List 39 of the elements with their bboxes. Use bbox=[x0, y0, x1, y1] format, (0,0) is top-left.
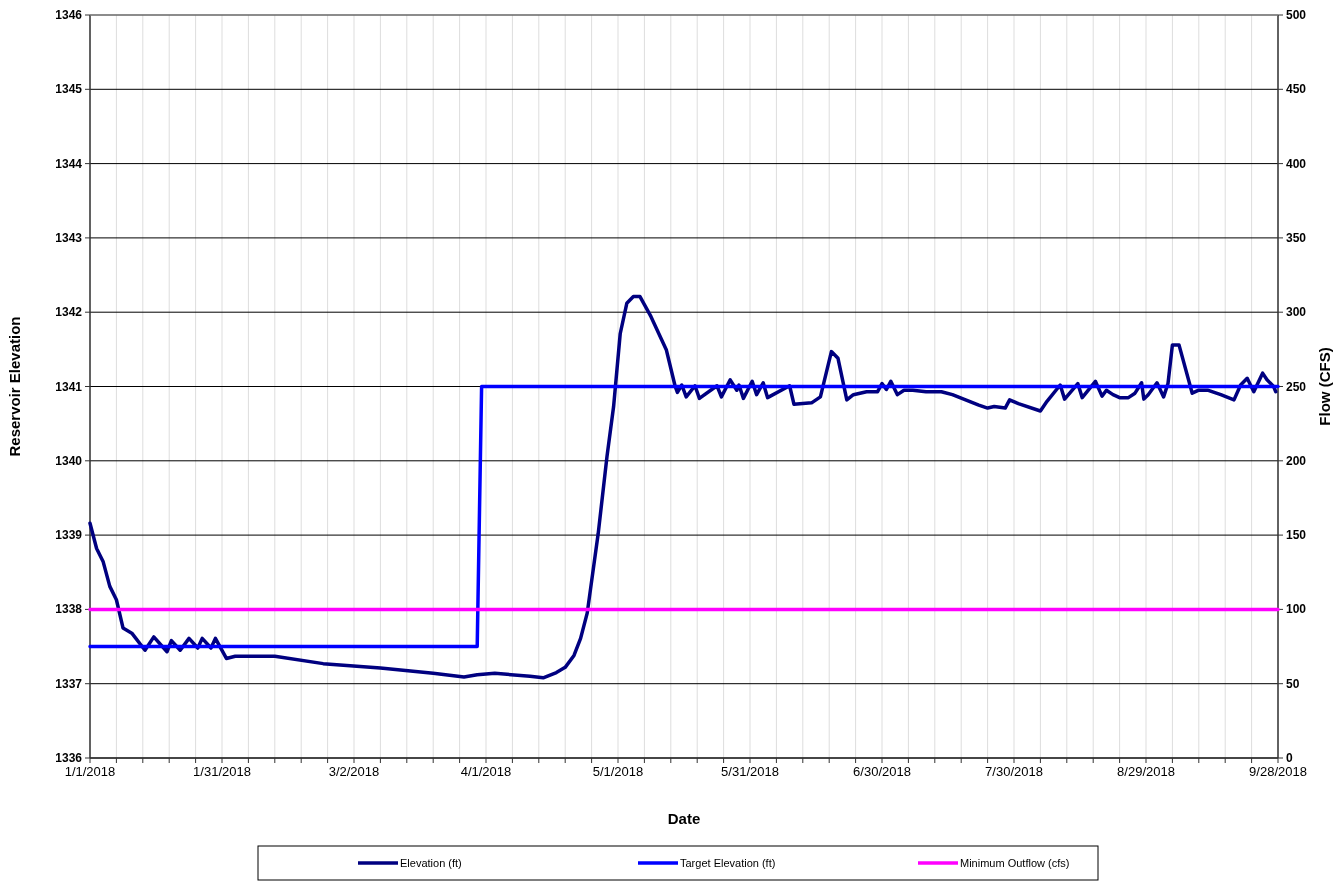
y-tick-label: 1337 bbox=[55, 676, 83, 691]
line-series bbox=[88, 294, 1278, 680]
y-tick-label: 1340 bbox=[55, 453, 83, 468]
legend-label: Target Elevation (ft) bbox=[680, 857, 776, 869]
y-tick-label: 1336 bbox=[55, 751, 83, 765]
y2-tick-label: 0 bbox=[1286, 751, 1293, 765]
x-tick-label: 7/30/2018 bbox=[985, 764, 1043, 779]
y-tick-label: 1341 bbox=[55, 379, 83, 394]
x-tick-label: 1/31/2018 bbox=[193, 764, 251, 779]
y-tick-label: 1339 bbox=[55, 528, 83, 543]
x-tick-label: 9/28/2018 bbox=[1249, 764, 1307, 779]
y2-tick-label: 300 bbox=[1286, 305, 1307, 320]
x-axis-title: Date bbox=[667, 810, 701, 827]
y2-tick-label: 100 bbox=[1286, 602, 1307, 617]
x-tick-label: 3/2/2018 bbox=[328, 764, 380, 779]
y-tick-label: 1344 bbox=[55, 156, 83, 171]
y-tick-label: 1343 bbox=[55, 230, 83, 245]
y2-tick-label: 50 bbox=[1286, 676, 1300, 691]
x-tick-label: 5/1/2018 bbox=[592, 764, 644, 779]
y-axis-title: Reservoir Elevation bbox=[6, 316, 23, 457]
y-tick-label: 1342 bbox=[55, 305, 83, 320]
legend-label: Minimum Outflow (cfs) bbox=[960, 857, 1070, 869]
y-tick-label: 1346 bbox=[55, 8, 83, 22]
y2-tick-label: 250 bbox=[1286, 379, 1307, 394]
y2-tick-label: 500 bbox=[1286, 8, 1307, 22]
y2-axis-title: Flow (CFS) bbox=[1316, 347, 1333, 426]
x-tick-label: 6/30/2018 bbox=[853, 764, 911, 779]
x-tick-label: 8/29/2018 bbox=[1117, 764, 1175, 779]
y2-tick-label: 400 bbox=[1286, 156, 1307, 171]
y2-tick-label: 350 bbox=[1286, 230, 1307, 245]
legend-label: Elevation (ft) bbox=[400, 857, 462, 869]
x-tick-label: 5/31/2018 bbox=[721, 764, 779, 779]
y2-tick-label: 450 bbox=[1286, 82, 1307, 97]
y-tick-label: 1338 bbox=[55, 602, 83, 617]
y2-tick-label: 200 bbox=[1286, 453, 1307, 468]
x-tick-label: 1/1/2018 bbox=[64, 764, 116, 779]
y2-tick-label: 150 bbox=[1286, 528, 1307, 543]
y-tick-label: 1345 bbox=[55, 82, 83, 97]
x-tick-label: 4/1/2018 bbox=[460, 764, 512, 779]
